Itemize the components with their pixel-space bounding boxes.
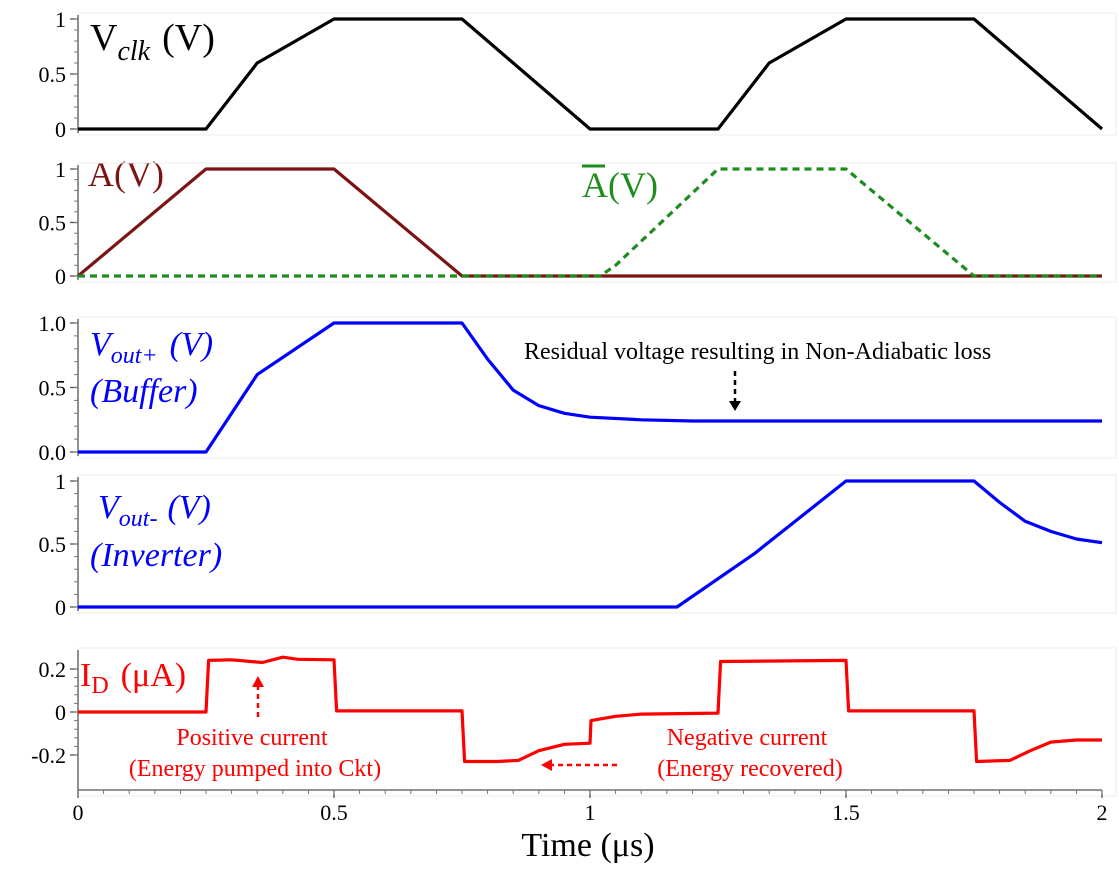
positive-annotation-line1: Positive current: [176, 725, 328, 751]
panel-2-series-0-line: [78, 321, 1102, 454]
id-label-unit: (μA): [121, 657, 186, 694]
panel-2-y-tick-label-0: 0.0: [39, 440, 67, 465]
negative-annotation-line1: Negative current: [667, 725, 828, 751]
panel-4-y-tick-label-1: 0: [55, 700, 66, 725]
abar-label-unit: (V): [608, 165, 658, 205]
positive-arrow: [252, 676, 264, 717]
id-label-main: I: [80, 657, 91, 694]
panel-2-y-tick-label-1: 0.5: [39, 376, 67, 401]
negative-arrow: [541, 759, 617, 771]
x-axis-title: Time (μs): [521, 827, 654, 864]
id-label-sub: D: [91, 673, 108, 699]
panel-a: A(V) A(V): [88, 154, 658, 205]
panel-0-y-tick-label-0: 0: [55, 117, 66, 142]
voutm-label-line2: (Inverter): [90, 537, 222, 574]
panel-1-y-tick-label-2: 1: [55, 157, 66, 182]
panel-1-series-1-line: [78, 167, 1102, 278]
panel-3-y-tick-label-0: 0: [55, 595, 66, 620]
svg-text:Vclk(V): Vclk (V): [90, 17, 215, 67]
abar-label: A(V): [582, 164, 658, 205]
x-tick-label-4: 2: [1097, 800, 1108, 825]
svg-text:Vout-(V): Vout- (V): [98, 489, 211, 532]
panel-4-y-tick-label-2: 0.2: [39, 657, 67, 682]
a-label-unit: (V): [114, 154, 164, 194]
panel-vclk: Vclk (V): [90, 17, 215, 67]
x-tick-label-2: 1: [585, 800, 596, 825]
svg-text:A(V): A(V): [582, 165, 658, 205]
panel-3-y-tick-label-1: 0.5: [39, 532, 67, 557]
vclk-label-main: V: [90, 17, 118, 59]
abar-label-main: A: [582, 165, 608, 205]
panel-1-y-tick-label-0: 0: [55, 264, 66, 289]
positive-annotation-line2: (Energy pumped into Ckt): [129, 756, 381, 782]
x-tick-label-3: 1.5: [832, 800, 860, 825]
voutm-label-sub: out-: [119, 506, 158, 532]
negative-annotation-line2: (Energy recovered): [657, 756, 842, 782]
residual-annotation: Residual voltage resulting in Non-Adiaba…: [524, 339, 991, 365]
voutp-label-line2: (Buffer): [90, 373, 198, 410]
panel-id: ID (μA) Positive current (Energy pumped i…: [80, 657, 843, 864]
panel-vout-minus: Vout- (V) (Inverter): [90, 489, 222, 574]
svg-text:Negative current (Energy: Negative current (Energy recovered): [657, 725, 842, 782]
panel-0-series-0-line: [78, 17, 1104, 131]
panel-3-y-tick-label-2: 1: [55, 469, 66, 494]
vclk-label-unit: (V): [162, 17, 215, 59]
svg-text:ID(μA): ID (μA): [80, 657, 186, 699]
vclk-label-sub: clk: [117, 36, 150, 67]
panel-4-series-0-line: [78, 655, 1102, 764]
panel-1-series-0-line: [76, 167, 1102, 278]
residual-arrow: [729, 371, 741, 411]
x-tick-label-1: 0.5: [320, 800, 348, 825]
voutm-label-unit: (V): [167, 489, 210, 526]
voutp-label-unit: (V): [170, 326, 213, 363]
x-tick-label-0: 0: [73, 800, 84, 825]
panel-3-frame: [77, 474, 1117, 614]
svg-text:Positive current (Energy: Positive current (Energy pumped into Ckt…: [129, 725, 381, 782]
panel-1-y-tick-label-1: 0.5: [39, 211, 67, 236]
panel-vclk-label: Vclk (V): [90, 17, 215, 67]
plot-layer: 0 0.5 1 0 0.5 1 0.0 0.5 1.0 0 0.5 1 -0.2 0 0.2 0 0.5 1 1.5…: [31, 7, 1117, 825]
panel-0-y-tick-label-1: 0.5: [39, 62, 67, 87]
a-label-main: A: [88, 154, 114, 194]
panel-vout-plus: Vout+ (V) (Buffer) Residual voltage resul…: [90, 326, 991, 411]
panel-3-series-0-line: [78, 479, 1103, 609]
svg-text:Vout+(V): Vout+ (V): [90, 326, 213, 369]
svg-text:A(V): A(V): [88, 154, 164, 194]
panel-4-y-tick-label-0: -0.2: [31, 743, 66, 768]
voutp-label-sub: out+: [111, 343, 158, 369]
panel-2-y-tick-label-2: 1.0: [39, 311, 67, 336]
panel-0-y-tick-label-2: 1: [55, 7, 66, 32]
panel-0-frame: [77, 12, 1117, 136]
